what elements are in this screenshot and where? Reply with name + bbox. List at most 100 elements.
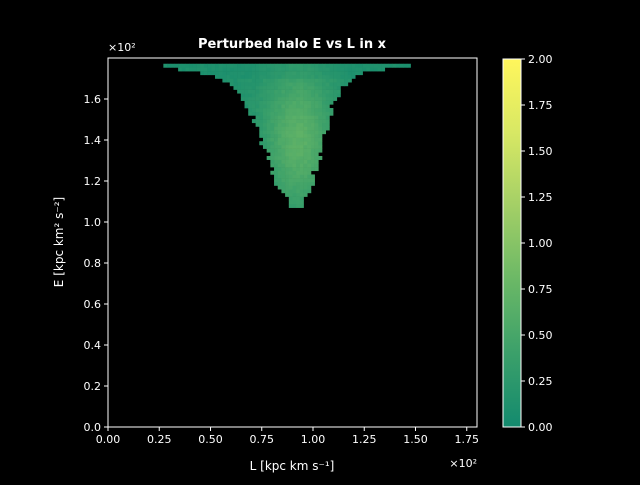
- heatmap-cell: [285, 71, 290, 76]
- heatmap-cell: [381, 63, 386, 68]
- heatmap-cell: [322, 115, 327, 120]
- heatmap-cell: [314, 133, 319, 138]
- heatmap-cell: [281, 141, 286, 146]
- heatmap-cell: [369, 67, 374, 72]
- heatmap-cell: [292, 192, 297, 197]
- heatmap-cell: [299, 67, 304, 72]
- heatmap-cell: [281, 155, 286, 160]
- heatmap-cell: [203, 71, 208, 76]
- heatmap-cell: [303, 178, 308, 183]
- heatmap-cell: [248, 82, 253, 87]
- heatmap-cell: [344, 78, 349, 83]
- heatmap-cell: [299, 192, 304, 197]
- heatmap-cell: [299, 133, 304, 138]
- heatmap-cell: [222, 71, 227, 76]
- heatmap-cell: [288, 78, 293, 83]
- y-axis: 0.0 0.2 0.4 0.6 0.8 1.0 1.2 1.4 1.6: [84, 93, 108, 434]
- heatmap-cell: [303, 96, 308, 101]
- heatmap-cell: [277, 148, 282, 153]
- heatmap-cell: [299, 159, 304, 164]
- heatmap-cell: [181, 67, 186, 72]
- heatmap-cell: [292, 96, 297, 101]
- heatmap-cell: [270, 170, 275, 175]
- heatmap-cell: [303, 170, 308, 175]
- heatmap-cell: [329, 74, 334, 79]
- heatmap-cell: [215, 74, 219, 79]
- heatmap-cell: [314, 122, 319, 127]
- heatmap-cell: [285, 111, 290, 116]
- y-tick-label: 1.6: [84, 93, 102, 106]
- heatmap-cell: [218, 63, 223, 68]
- heatmap-cell: [222, 74, 227, 79]
- y-tick-label: 1.4: [84, 134, 102, 147]
- heatmap-cell: [259, 93, 264, 98]
- heatmap-cell: [344, 82, 349, 87]
- heatmap-cell: [307, 89, 312, 94]
- heatmap-cell: [218, 74, 223, 79]
- heatmap-cell: [340, 67, 345, 72]
- heatmap-cell: [299, 148, 304, 153]
- heatmap-cell: [314, 155, 319, 160]
- heatmap-cell: [318, 63, 323, 68]
- heatmap-cell: [255, 100, 260, 105]
- heatmap-cell: [303, 185, 308, 190]
- colorbar: [502, 58, 522, 428]
- heatmap-cell: [322, 108, 327, 113]
- heatmap-cell: [310, 71, 315, 76]
- heatmap-cell: [292, 108, 297, 113]
- heatmap-cell: [285, 100, 290, 105]
- heatmap-cell: [277, 170, 282, 175]
- heatmap-cell: [244, 71, 249, 76]
- heatmap-cell: [303, 108, 308, 113]
- heatmap-cell: [329, 82, 334, 87]
- heatmap-cell: [296, 115, 301, 120]
- heatmap-cell: [310, 108, 315, 113]
- heatmap-cell: [322, 93, 327, 98]
- heatmap-cell: [299, 71, 304, 76]
- heatmap-cell: [307, 163, 312, 168]
- heatmap-cell: [285, 85, 290, 90]
- heatmap-cell: [303, 192, 308, 197]
- heatmap-cell: [303, 144, 308, 149]
- heatmap-cell: [259, 89, 264, 94]
- heatmap-cell: [310, 163, 315, 168]
- heatmap-cell: [288, 148, 293, 153]
- heatmap-cell: [277, 133, 282, 138]
- heatmap-cell: [296, 122, 301, 127]
- heatmap-cell: [296, 119, 301, 124]
- heatmap-cell: [285, 96, 290, 101]
- heatmap-cell: [281, 111, 286, 116]
- heatmap-cell: [288, 63, 293, 68]
- heatmap-cell: [270, 133, 275, 138]
- heatmap-cell: [307, 148, 312, 153]
- heatmap-cell: [270, 159, 275, 164]
- heatmap-cell: [314, 167, 319, 172]
- heatmap-cell: [170, 63, 175, 68]
- heatmap-cell: [270, 93, 275, 98]
- heatmap-cell: [281, 163, 286, 168]
- heatmap-cell: [255, 122, 260, 127]
- heatmap-cell: [303, 115, 308, 120]
- heatmap-cell: [266, 89, 271, 94]
- heatmap-cell: [347, 63, 352, 68]
- heatmap-cell: [274, 82, 279, 87]
- heatmap-cell: [314, 67, 319, 72]
- heatmap-cell: [292, 144, 297, 149]
- heatmap-cell: [310, 178, 315, 183]
- heatmap-cell: [307, 178, 312, 183]
- heatmap-cell: [248, 63, 253, 68]
- heatmap-cell: [303, 189, 308, 194]
- heatmap-cell: [310, 148, 315, 153]
- heatmap-cell: [288, 155, 293, 160]
- colorbar-tick-label: 1.25: [528, 191, 553, 204]
- heatmap-cell: [299, 200, 304, 205]
- heatmap-cell: [292, 115, 297, 120]
- heatmap-cell: [296, 126, 301, 131]
- heatmap-cell: [292, 159, 297, 164]
- heatmap-cell: [325, 104, 330, 109]
- heatmap-cell: [296, 200, 301, 205]
- heatmap-cell: [292, 178, 297, 183]
- heatmap-cell: [384, 63, 389, 68]
- heatmap-cell: [266, 148, 271, 153]
- heatmap-cell: [215, 71, 219, 76]
